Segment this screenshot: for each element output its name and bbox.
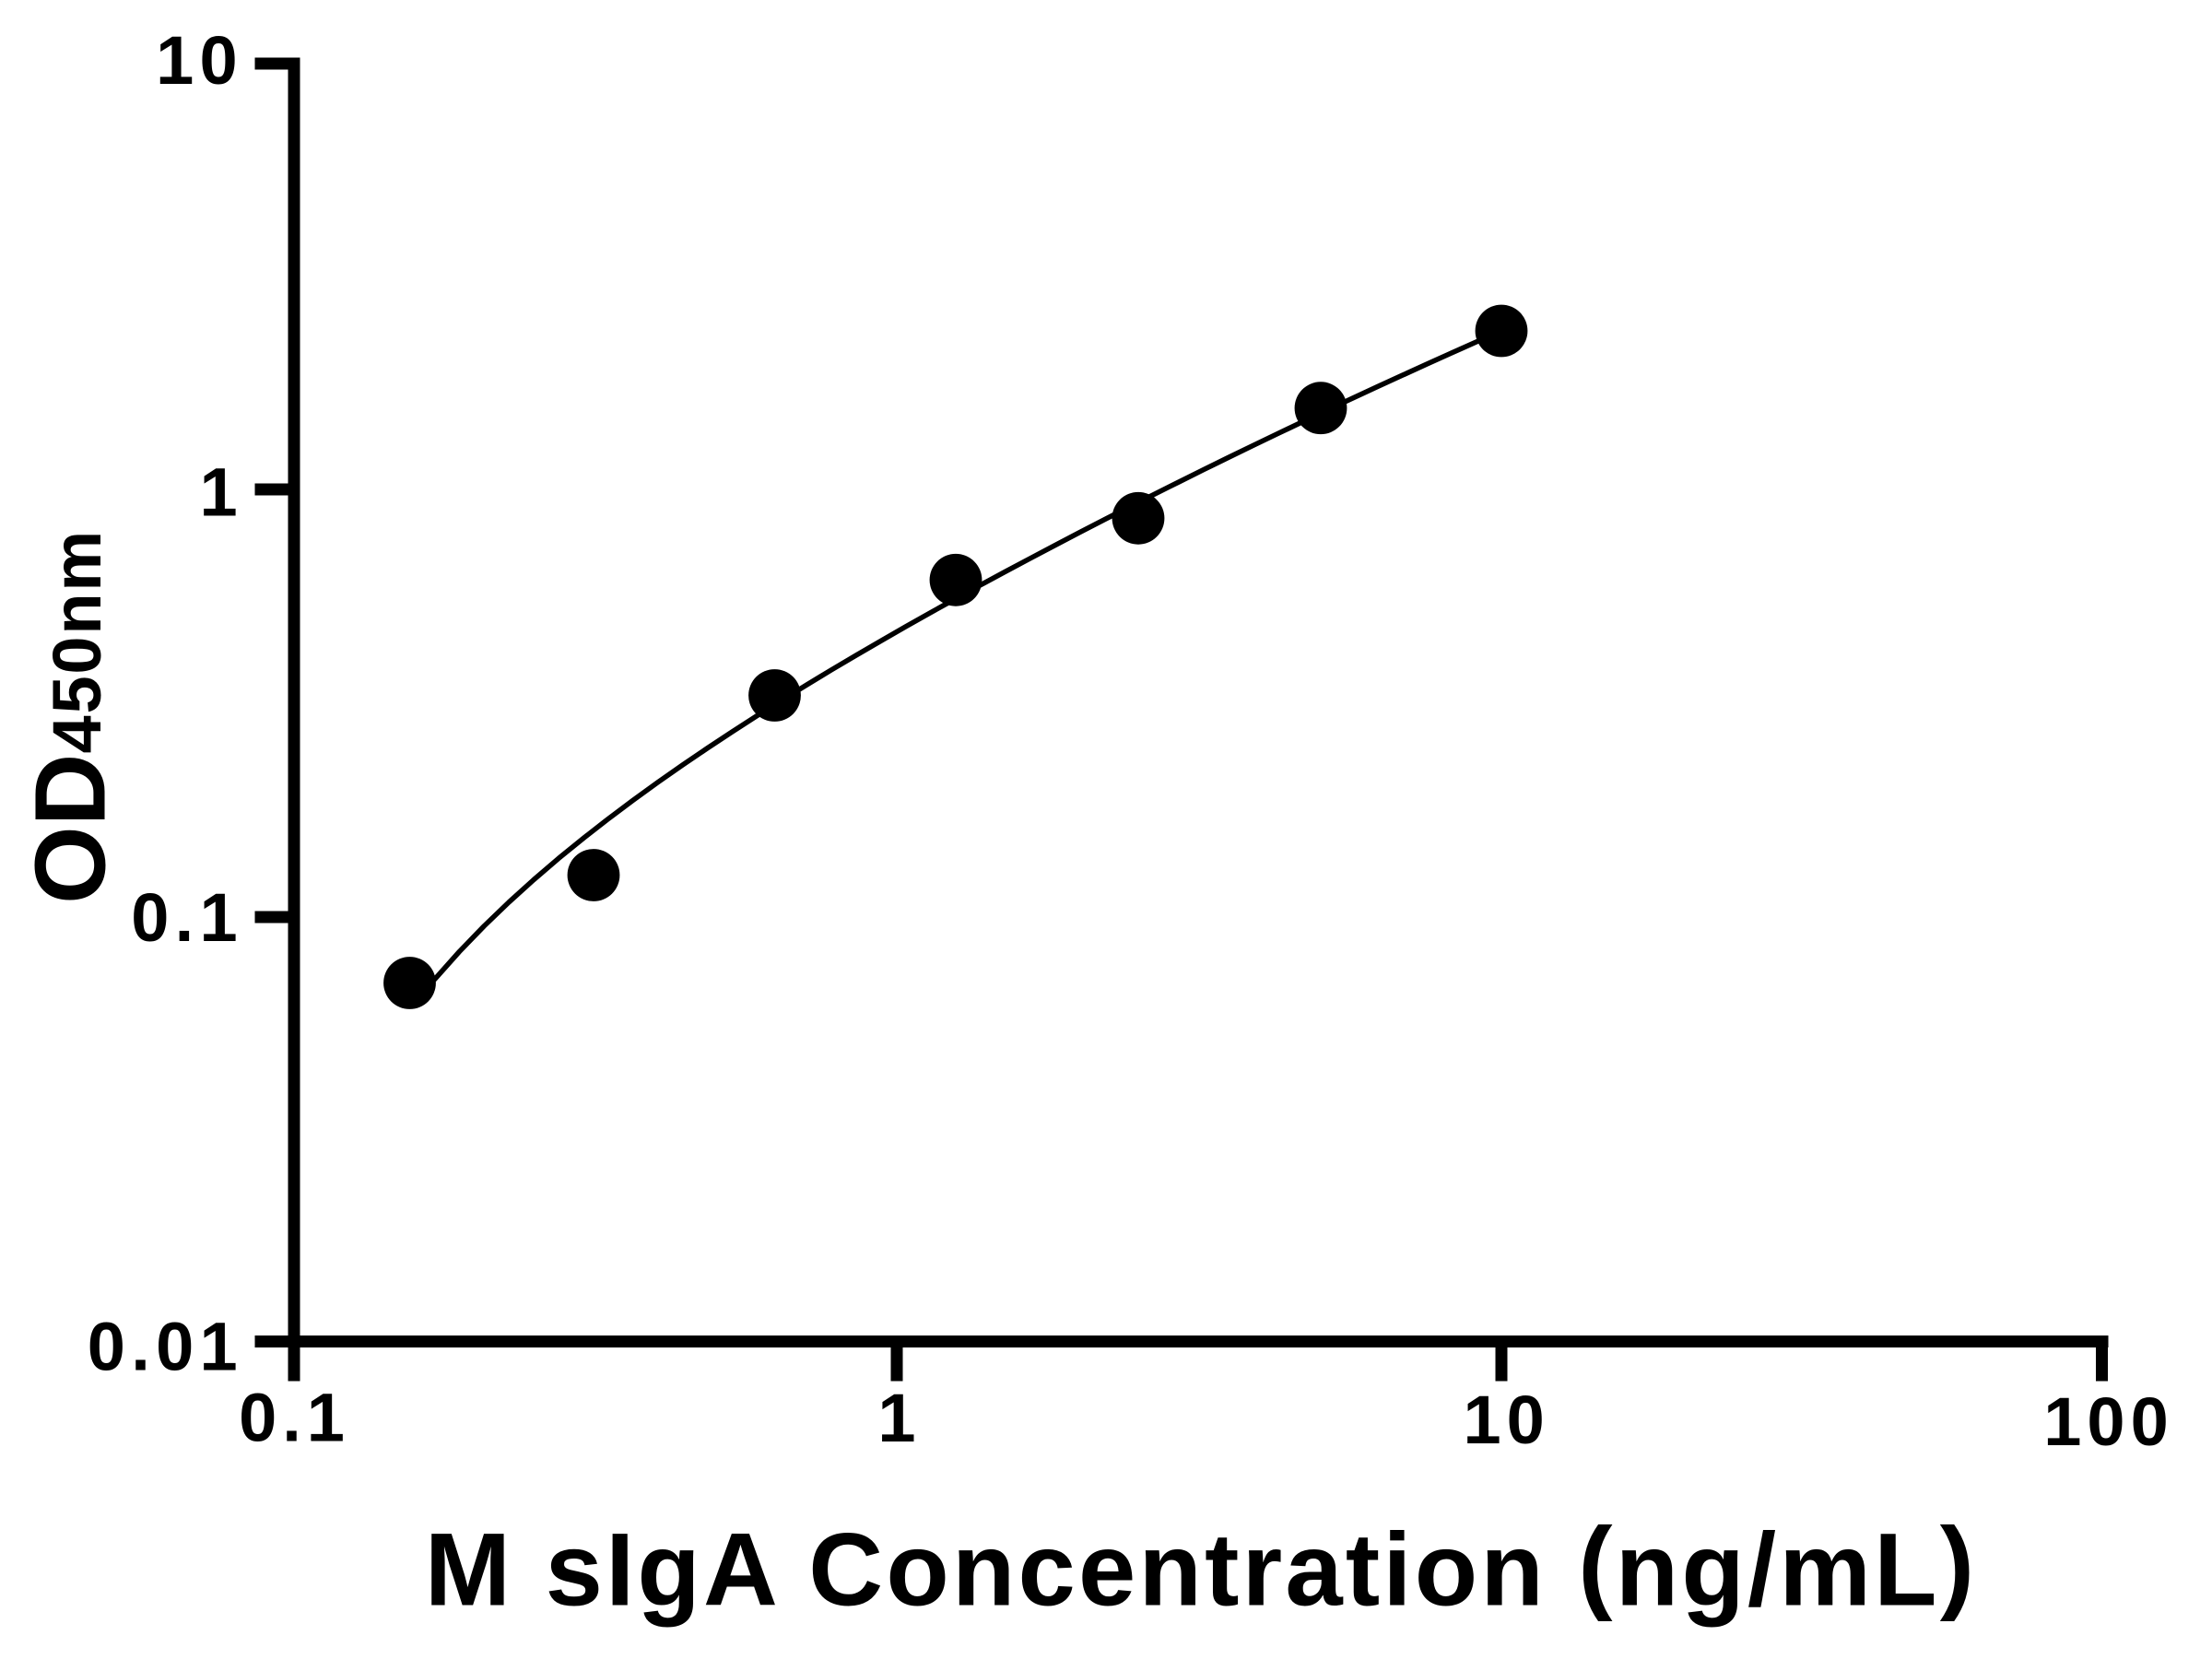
- svg-text:0.1: 0.1: [239, 1380, 350, 1456]
- svg-text:1: 1: [200, 454, 243, 531]
- svg-text:OD450nm: OD450nm: [15, 529, 127, 904]
- svg-text:0.01: 0.01: [88, 1309, 243, 1385]
- svg-text:0.1: 0.1: [131, 879, 243, 956]
- svg-text:100: 100: [2043, 1383, 2173, 1460]
- svg-text:10: 10: [156, 22, 243, 99]
- svg-text:1: 1: [877, 1380, 921, 1456]
- svg-text:10: 10: [1464, 1382, 1550, 1458]
- svg-text:M sIgA Concentration (ng/mL): M sIgA Concentration (ng/mL): [425, 1507, 1977, 1628]
